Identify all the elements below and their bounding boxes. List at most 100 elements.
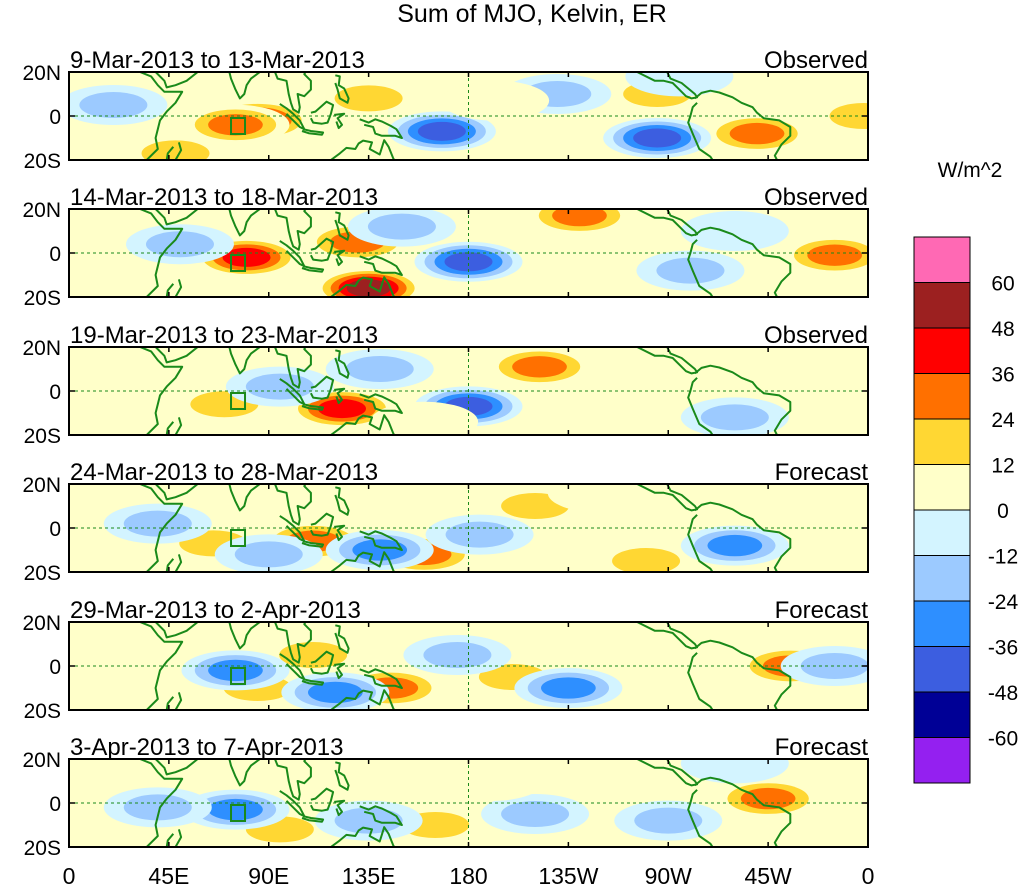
anomaly-blob bbox=[680, 759, 789, 784]
anomaly-blob bbox=[325, 349, 434, 389]
anomaly-blob bbox=[181, 104, 290, 145]
lat-tick-label: 20N bbox=[22, 337, 61, 360]
lon-tick-label: 45E bbox=[148, 863, 189, 889]
colorbar-swatch bbox=[913, 236, 971, 283]
anomaly-blob bbox=[403, 635, 512, 675]
map-panel: 24-Mar-2013 to 28-Mar-2013 Forecast 20N 0 20… bbox=[22, 459, 869, 585]
panel-kind: Observed bbox=[764, 47, 868, 74]
coastlines bbox=[69, 72, 792, 160]
anomaly-blob bbox=[636, 250, 745, 291]
map-panel: 9-Mar-2013 to 13-Mar-2013 Observed 20N 0 20S bbox=[22, 47, 869, 173]
region-box bbox=[230, 529, 247, 547]
region-box bbox=[230, 254, 247, 272]
colorbar-swatch bbox=[913, 737, 971, 784]
anomaly-blob bbox=[103, 503, 212, 544]
coastlines bbox=[69, 209, 792, 297]
colorbar-label: 12 bbox=[991, 455, 1014, 478]
coastlines bbox=[69, 347, 792, 435]
anomaly-blob bbox=[441, 80, 550, 121]
anomaly-blob bbox=[314, 268, 423, 297]
anomaly-blob bbox=[125, 224, 234, 265]
anomaly-blob bbox=[425, 514, 534, 555]
region-box bbox=[230, 667, 247, 685]
lon-tick-label: 90E bbox=[248, 863, 289, 889]
anomaly-blob bbox=[680, 211, 789, 251]
colorbar-swatch bbox=[913, 555, 971, 602]
lat-tick-label: 20N bbox=[22, 749, 61, 772]
anomaly-blob bbox=[614, 800, 723, 841]
anomaly-blob bbox=[414, 241, 523, 282]
anomaly-blob bbox=[703, 113, 812, 154]
colorbar-label: 60 bbox=[991, 273, 1014, 296]
colorbar-swatch bbox=[913, 691, 971, 738]
anomaly-blob bbox=[436, 761, 545, 801]
region-box bbox=[230, 392, 247, 410]
lat-tick-label: 20S bbox=[24, 700, 61, 723]
figure-title: Sum of MJO, Kelvin, ER bbox=[397, 0, 667, 28]
anomaly-blob bbox=[121, 133, 230, 160]
anomaly-blob bbox=[680, 525, 789, 566]
lon-tick-label: 0 bbox=[63, 863, 76, 889]
panel-kind: Observed bbox=[764, 184, 868, 211]
anomaly-blob bbox=[481, 794, 590, 834]
lat-tick-label: 20S bbox=[24, 562, 61, 585]
panel-kind: Forecast bbox=[775, 597, 869, 624]
anomaly-blob bbox=[514, 668, 623, 708]
colorbar-units: W/m^2 bbox=[938, 159, 1003, 182]
lat-tick-label: 0 bbox=[49, 106, 61, 129]
map-panel: 19-Mar-2013 to 23-Mar-2013 Observed 20N 0 20… bbox=[22, 322, 869, 448]
lat-tick-label: 20N bbox=[22, 612, 61, 635]
lat-tick-label: 0 bbox=[49, 518, 61, 541]
map-panel: 29-Mar-2013 to 2-Apr-2013 Forecast 20N 0 20S bbox=[22, 597, 869, 723]
anomaly-blob bbox=[592, 541, 701, 572]
panel-date-range: 29-Mar-2013 to 2-Apr-2013 bbox=[70, 597, 361, 624]
lon-tick-label: 180 bbox=[449, 863, 487, 889]
colorbar-swatch bbox=[913, 646, 971, 693]
panel-kind: Forecast bbox=[775, 459, 869, 486]
anomaly-blob bbox=[547, 484, 656, 513]
anomaly-blob bbox=[181, 650, 290, 691]
lon-tick-label: 90W bbox=[645, 863, 693, 889]
region-box bbox=[230, 804, 247, 822]
panel-date-range: 9-Mar-2013 to 13-Mar-2013 bbox=[70, 47, 365, 74]
colorbar-label: -12 bbox=[988, 546, 1018, 569]
anomaly-blob bbox=[625, 72, 734, 97]
colorbar-swatch bbox=[913, 327, 971, 374]
lat-tick-label: 0 bbox=[49, 793, 61, 816]
anomaly-blob bbox=[680, 397, 789, 435]
colorbar: W/m^2 60 48 36 24 12 0 -12 -24 -36 -48 -60 bbox=[913, 159, 1019, 784]
coastlines bbox=[69, 622, 792, 710]
anomaly-blob bbox=[347, 209, 456, 247]
lon-tick-label: 0 bbox=[862, 863, 875, 889]
colorbar-swatch bbox=[913, 464, 971, 511]
colorbar-label: -36 bbox=[988, 637, 1018, 660]
colorbar-label: -24 bbox=[988, 591, 1019, 614]
anomaly-blob bbox=[325, 530, 434, 570]
colorbar-label: -60 bbox=[988, 728, 1018, 751]
anomaly-blob bbox=[103, 787, 212, 828]
anomaly-blob bbox=[314, 800, 423, 841]
lat-tick-label: 20N bbox=[22, 199, 61, 222]
anomaly-blob bbox=[780, 646, 868, 686]
panel-date-range: 24-Mar-2013 to 28-Mar-2013 bbox=[70, 459, 378, 486]
panel-date-range: 3-Apr-2013 to 7-Apr-2013 bbox=[70, 734, 344, 761]
map-panel: 14-Mar-2013 to 18-Mar-2013 Observed 20N 0 20… bbox=[22, 184, 869, 310]
colorbar-swatch bbox=[913, 373, 971, 420]
anomaly-blob bbox=[314, 78, 423, 119]
panel-kind: Forecast bbox=[775, 734, 869, 761]
anomaly-blob bbox=[603, 118, 712, 158]
anomaly-blob bbox=[780, 235, 868, 276]
anomaly-blob bbox=[714, 778, 823, 819]
panel-kind: Observed bbox=[764, 322, 868, 349]
anomaly-blob bbox=[69, 85, 168, 125]
lat-tick-label: 20S bbox=[24, 425, 61, 448]
colorbar-swatch bbox=[913, 418, 971, 465]
colorbar-swatch bbox=[913, 509, 971, 556]
anomaly-blob bbox=[214, 534, 323, 572]
coastlines bbox=[69, 484, 792, 572]
coastlines bbox=[69, 759, 792, 847]
anomaly-blob bbox=[181, 789, 290, 830]
colorbar-label: 24 bbox=[991, 409, 1015, 432]
lat-tick-label: 0 bbox=[49, 243, 61, 266]
